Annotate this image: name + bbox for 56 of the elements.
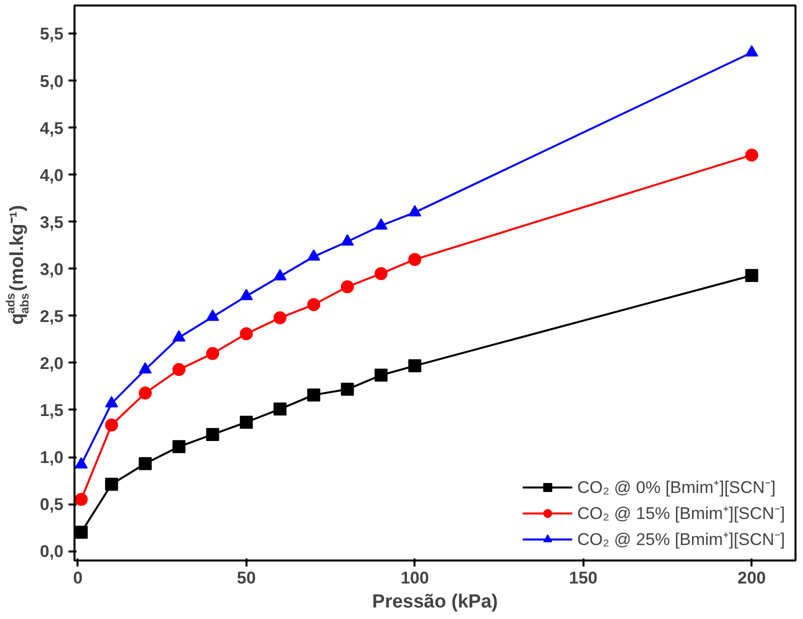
y-tick-label: 3,0 [40, 260, 64, 279]
point [274, 268, 287, 280]
point [408, 205, 422, 216]
y-tick-label: 4,5 [40, 118, 64, 138]
y-tick-label: 1,5 [40, 400, 64, 420]
y-tick-label: 0,5 [40, 495, 64, 514]
point [340, 234, 354, 246]
x-tick-label: 50 [236, 568, 256, 588]
point [138, 362, 152, 374]
x-tick-label: 0 [73, 568, 83, 588]
point [74, 492, 88, 506]
point [138, 386, 152, 400]
point [745, 45, 758, 56]
point [105, 418, 118, 432]
point [105, 478, 118, 491]
point [274, 402, 287, 416]
point [408, 359, 422, 372]
legend-label: CO₂ @ 15% [Bmim⁺][SCN⁻] [577, 503, 785, 524]
point [307, 388, 320, 402]
y-tick-label: 2,0 [40, 354, 64, 373]
x-tick-label: 200 [738, 568, 766, 588]
y-tick-label: 3,5 [40, 212, 64, 232]
y-tick-label: 5,0 [40, 72, 64, 91]
point [74, 526, 88, 539]
x-tick-label: 100 [400, 568, 429, 588]
x-axis-title: Pressão (kPa) [372, 592, 498, 612]
point [240, 288, 253, 300]
point [138, 457, 152, 470]
point [240, 327, 253, 340]
x-tick-label: 150 [569, 568, 598, 588]
point [240, 416, 253, 429]
point [374, 368, 388, 382]
y-tick-label: 0,0 [40, 542, 64, 562]
point [274, 311, 287, 324]
legend-label: CO₂ @ 0% [Bmim⁺][SCN⁻] [577, 477, 776, 498]
point [172, 363, 186, 376]
point [745, 148, 758, 162]
point [408, 252, 422, 266]
point [172, 330, 186, 342]
point [206, 428, 220, 441]
point [307, 298, 320, 312]
legend-label: CO₂ @ 25% [Bmim⁺][SCN⁻] [577, 529, 785, 550]
point [206, 347, 220, 360]
y-tick-label: 1,0 [40, 448, 64, 468]
y-tick-label: 5,5 [40, 24, 64, 44]
point [745, 268, 758, 282]
y-axis-title: qadsabs(mol.kg⁻¹) [4, 205, 32, 325]
point [340, 280, 354, 294]
point [340, 382, 354, 396]
point [374, 218, 388, 230]
y-tick-label: 4,0 [40, 166, 64, 185]
point [206, 309, 220, 321]
y-tick-label: 2,5 [40, 306, 64, 326]
point [307, 249, 320, 261]
point [172, 440, 186, 454]
point [374, 267, 388, 280]
